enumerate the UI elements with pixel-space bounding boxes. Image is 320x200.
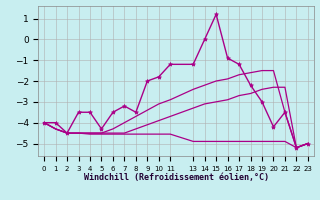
X-axis label: Windchill (Refroidissement éolien,°C): Windchill (Refroidissement éolien,°C) bbox=[84, 173, 268, 182]
